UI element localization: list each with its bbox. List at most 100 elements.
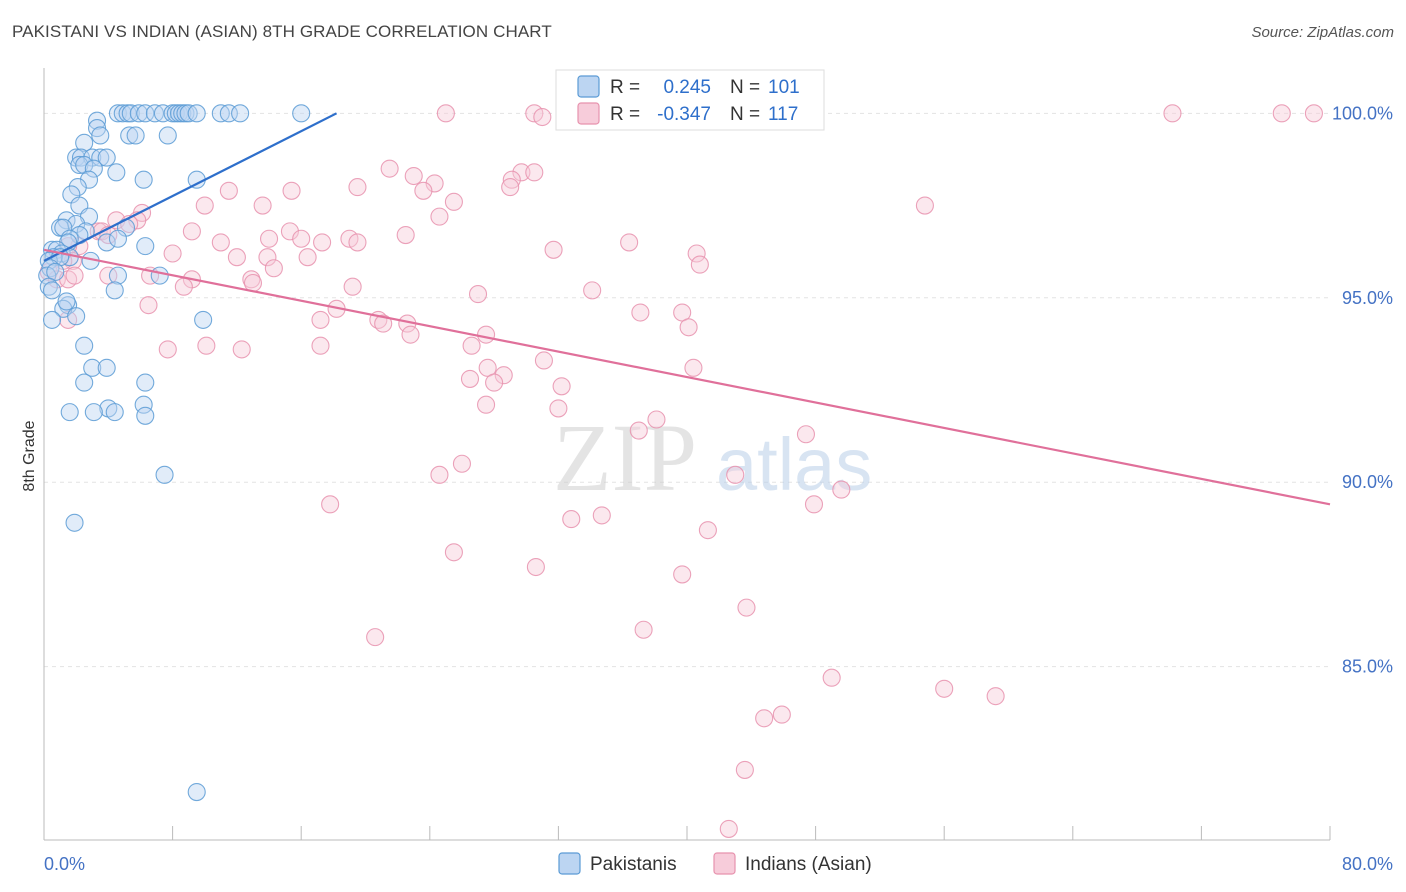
data-point <box>211 233 230 252</box>
data-point <box>313 233 332 252</box>
chart-title: PAKISTANI VS INDIAN (ASIAN) 8TH GRADE CO… <box>12 22 552 41</box>
data-point <box>182 222 201 241</box>
data-point <box>366 628 385 647</box>
data-point <box>915 196 934 215</box>
data-point <box>935 679 954 698</box>
data-point <box>129 104 148 123</box>
axes <box>43 68 1331 841</box>
data-point <box>512 163 531 182</box>
data-point <box>187 782 206 802</box>
data-point <box>592 506 611 525</box>
data-point <box>219 181 238 200</box>
data-point <box>396 226 415 245</box>
data-point <box>174 277 193 296</box>
data-point <box>232 340 251 359</box>
data-point <box>634 620 653 639</box>
legend-r-label: R = <box>610 77 640 98</box>
data-point <box>562 510 581 529</box>
legend-n-label: N = <box>730 104 760 125</box>
data-point <box>629 421 648 440</box>
legend-swatch-pakistanis <box>577 75 600 98</box>
legend-r-label: R = <box>610 104 640 125</box>
trend-lines <box>43 112 1331 506</box>
data-point <box>690 255 709 274</box>
legend-swatch-indians <box>577 102 600 125</box>
data-point <box>343 277 362 296</box>
data-point <box>65 266 84 285</box>
legend-r-value: 0.245 <box>663 77 711 98</box>
y-axis-label: 8th Grade <box>21 420 38 491</box>
legend-n-value: 117 <box>768 104 798 125</box>
data-point <box>719 819 738 838</box>
data-point <box>60 403 79 422</box>
data-point <box>772 705 791 724</box>
data-point <box>227 248 246 267</box>
data-point <box>444 192 463 211</box>
data-point <box>494 366 513 385</box>
data-point <box>67 307 86 326</box>
data-point <box>485 373 504 392</box>
watermark-zip: ZIP <box>553 404 697 511</box>
data-point <box>87 111 107 130</box>
legend-swatch-indians <box>713 852 736 875</box>
x-tick-label: 0.0% <box>44 854 85 874</box>
data-point <box>552 377 571 396</box>
data-point <box>1272 104 1291 123</box>
data-point <box>832 480 851 499</box>
data-point <box>197 336 216 355</box>
data-point <box>136 406 155 425</box>
data-point <box>380 159 399 178</box>
data-point <box>187 104 206 123</box>
data-point <box>264 259 283 278</box>
data-point <box>42 281 62 300</box>
source-attribution: Source: ZipAtlas.com <box>1251 24 1394 41</box>
data-point <box>477 395 496 414</box>
data-point <box>501 178 520 197</box>
data-point <box>158 340 177 359</box>
data-point <box>108 229 127 248</box>
legend-n-label: N = <box>730 77 760 98</box>
watermark-atlas: atlas <box>716 423 872 506</box>
data-point <box>253 196 272 215</box>
y-tick-label: 90.0% <box>1342 472 1393 492</box>
data-point <box>79 170 99 189</box>
data-point <box>163 244 182 263</box>
data-point <box>84 159 103 178</box>
data-point <box>436 104 455 123</box>
data-point <box>804 495 824 514</box>
data-point <box>136 373 155 392</box>
data-point <box>153 104 173 123</box>
data-point <box>348 178 367 197</box>
data-point <box>534 351 553 370</box>
data-point <box>194 310 213 329</box>
data-point <box>195 196 214 215</box>
data-point <box>108 266 127 285</box>
data-point <box>75 155 94 175</box>
data-point <box>673 565 692 584</box>
data-point <box>477 325 496 344</box>
data-point <box>105 403 124 422</box>
data-point <box>158 126 177 145</box>
data-point <box>620 233 639 252</box>
data-point <box>54 218 73 237</box>
legend-r-value: -0.347 <box>657 104 711 125</box>
data-point <box>311 336 330 355</box>
data-point <box>292 229 311 248</box>
y-tick-label: 100.0% <box>1332 103 1393 123</box>
data-point <box>647 410 666 429</box>
data-point <box>107 163 126 182</box>
data-point <box>126 126 145 145</box>
data-point <box>65 513 84 532</box>
data-point <box>321 495 340 514</box>
data-point <box>150 266 169 285</box>
data-point <box>583 281 602 300</box>
series-legend: Pakistanis Indians (Asian) <box>558 852 872 875</box>
data-point <box>70 155 89 175</box>
data-point <box>1304 104 1323 123</box>
x-tick-label: 80.0% <box>1342 854 1393 874</box>
data-point <box>258 248 277 267</box>
data-point <box>414 181 433 200</box>
data-point <box>348 233 367 252</box>
gridlines <box>44 112 1330 668</box>
